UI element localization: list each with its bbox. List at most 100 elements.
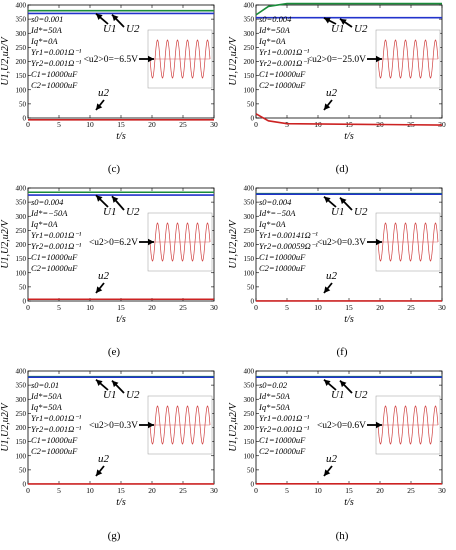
y-axis-label: U1,U2,u2/V <box>228 218 239 268</box>
avg-arrow-head <box>376 238 382 246</box>
x-tick-label: 5 <box>285 120 289 129</box>
x-tick-label: 30 <box>438 303 446 312</box>
u2-label: U2 <box>354 23 368 35</box>
avg-arrow-head <box>148 421 154 429</box>
lower-u2-arrow-head <box>96 469 103 476</box>
param-text: Yr1=0.001Ω⁻¹ <box>31 47 82 57</box>
x-tick-label: 10 <box>86 120 94 129</box>
x-tick-label: 25 <box>179 303 187 312</box>
x-tick-label: 30 <box>210 120 218 129</box>
lower-u2-arrow-head <box>96 286 103 293</box>
param-text: C1=10000uF <box>31 69 78 79</box>
x-axis-label: t/s <box>344 131 354 142</box>
x-tick-label: 20 <box>376 486 384 495</box>
lower-u2-arrow-head <box>324 103 331 110</box>
y-tick-label: 200 <box>244 58 255 66</box>
u1-label: U1 <box>103 389 116 401</box>
y-axis-label: U1,U2,u2/V <box>228 35 239 85</box>
caption-f: (f) <box>336 346 348 358</box>
param-text: s0=0.004 <box>259 14 292 24</box>
chart-panel-h: 0 50 100 150 200 250 300 350 400 0 5 10 15 20 25 30 t/s U… <box>228 366 456 549</box>
y-tick-label: 400 <box>16 2 27 10</box>
u2-label: U2 <box>126 23 140 35</box>
param-text: Iq*=0A <box>258 36 286 46</box>
param-text: Yr2=0.001Ω⁻¹ <box>31 58 82 68</box>
u1-arrow-head <box>324 196 331 203</box>
param-text: Id*=50A <box>258 391 291 401</box>
x-tick-label: 5 <box>57 120 61 129</box>
param-text: Yr1=0.00141Ω⁻¹ <box>259 230 318 240</box>
param-text: Id*=50A <box>30 25 63 35</box>
y-tick-label: 150 <box>16 72 27 80</box>
param-text: Yr1=0.001Ω⁻¹ <box>31 413 82 423</box>
x-tick-label: 25 <box>179 486 187 495</box>
chart-svg: 0 50 100 150 200 250 300 350 400 0 5 10 15 20 25 30 t/s U… <box>228 368 446 509</box>
y-tick-label: 200 <box>16 424 27 432</box>
y-tick-label: 250 <box>244 410 255 418</box>
y-tick-label: 0 <box>23 115 27 123</box>
y-tick-label: 400 <box>244 368 255 376</box>
u2-arrow-head <box>112 380 119 388</box>
x-axis-label: t/s <box>344 314 354 325</box>
u2-label: U2 <box>126 389 140 401</box>
y-tick-label: 150 <box>244 72 255 80</box>
y-axis-label: U1,U2,u2/V <box>0 401 11 451</box>
avg-value-label: <u2>0=0.3V <box>89 421 138 431</box>
y-axis-label: U1,U2,u2/V <box>0 35 11 85</box>
y-axis-label: U1,U2,u2/V <box>228 401 239 451</box>
y-tick-label: 350 <box>16 16 27 24</box>
avg-arrow-head <box>376 421 382 429</box>
x-tick-label: 20 <box>148 486 156 495</box>
lower-u2-arrow-head <box>324 469 331 476</box>
x-axis-label: t/s <box>116 314 126 325</box>
avg-value-label: <u2>0=−6.5V <box>84 55 139 65</box>
lower-u2-label: u2 <box>98 87 110 99</box>
chart-svg: 0 50 100 150 200 250 300 350 400 0 5 10 15 20 25 30 t/s U… <box>0 368 218 509</box>
param-text: C2=10000uF <box>259 446 306 456</box>
x-tick-label: 0 <box>254 303 258 312</box>
y-tick-label: 300 <box>244 30 255 38</box>
x-tick-label: 30 <box>210 303 218 312</box>
y-tick-label: 350 <box>244 382 255 390</box>
y-tick-label: 50 <box>19 283 27 291</box>
y-tick-label: 300 <box>244 396 255 404</box>
x-tick-label: 10 <box>86 303 94 312</box>
y-tick-label: 400 <box>16 185 27 193</box>
lower-u2-label: u2 <box>326 87 338 99</box>
param-text: Yr1=0.001Ω⁻¹ <box>259 47 310 57</box>
param-text: C2=10000uF <box>31 263 78 273</box>
y-tick-label: 50 <box>19 466 27 474</box>
avg-arrow-head <box>148 238 154 246</box>
series-line-u1 <box>255 2 442 16</box>
param-text: Id*=−50A <box>258 208 296 218</box>
param-text: s0=0.02 <box>259 380 288 390</box>
param-text: Iq*=50A <box>30 402 63 412</box>
y-tick-label: 0 <box>251 298 255 306</box>
x-tick-label: 5 <box>57 303 61 312</box>
chart-panel-c: 0 50 100 150 200 250 300 350 400 0 5 10 15 20 25 30 t/s U… <box>0 0 228 183</box>
y-tick-label: 50 <box>19 100 27 108</box>
x-tick-label: 15 <box>117 120 125 129</box>
x-tick-label: 20 <box>376 303 384 312</box>
param-text: C2=10000uF <box>259 263 306 273</box>
param-text: C2=10000uF <box>259 80 306 90</box>
u1-arrow-head <box>96 195 103 202</box>
u1-label: U1 <box>331 206 344 218</box>
param-text: s0=0.001 <box>31 14 63 24</box>
x-tick-label: 5 <box>285 486 289 495</box>
caption-d: (d) <box>335 163 349 175</box>
y-tick-label: 250 <box>16 227 27 235</box>
y-tick-label: 0 <box>23 298 27 306</box>
param-text: Iq*=0A <box>30 36 58 46</box>
x-tick-label: 0 <box>26 303 30 312</box>
lower-u2-label: u2 <box>326 453 338 465</box>
param-text: Yr2=0.001Ω⁻¹ <box>31 424 82 434</box>
x-tick-label: 30 <box>438 120 446 129</box>
caption-g: (g) <box>107 530 121 542</box>
x-tick-label: 15 <box>345 303 353 312</box>
x-tick-label: 10 <box>314 486 322 495</box>
param-text: Yr2=0.001Ω⁻¹ <box>259 424 310 434</box>
param-text: C1=10000uF <box>259 435 306 445</box>
y-tick-label: 350 <box>244 16 255 24</box>
y-tick-label: 100 <box>16 86 27 94</box>
